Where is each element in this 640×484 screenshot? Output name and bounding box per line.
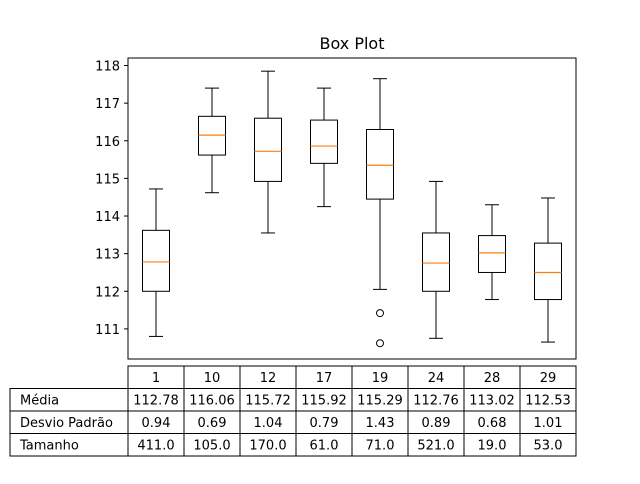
box-24 xyxy=(422,180,450,339)
y-tick-label: 112 xyxy=(95,285,120,300)
table-cell: 113.02 xyxy=(469,394,515,409)
table-col-header: 24 xyxy=(428,371,445,386)
y-tick-label: 117 xyxy=(95,97,120,112)
table-cell: 0.69 xyxy=(198,416,227,431)
y-tick-label: 118 xyxy=(95,60,120,75)
table-cell: 0.89 xyxy=(422,416,451,431)
table-cell: 19.0 xyxy=(478,439,507,454)
table-col-header: 17 xyxy=(316,371,333,386)
table-cell: 0.79 xyxy=(310,416,339,431)
table-cell: 1.04 xyxy=(254,416,283,431)
table-cell: 116.06 xyxy=(189,394,235,409)
table-cell: 115.92 xyxy=(301,394,347,409)
table-cell: 53.0 xyxy=(534,439,563,454)
table-cell: 170.0 xyxy=(249,439,286,454)
table-row xyxy=(127,433,577,457)
outlier-point xyxy=(376,309,384,318)
table-col-header: 1 xyxy=(152,371,160,386)
plot-layer: 111 112 113 114 115 116 117 118 xyxy=(95,57,577,360)
table-row-label: Tamanho xyxy=(19,439,79,454)
table-cell: 61.0 xyxy=(310,439,339,454)
axes-frame xyxy=(127,57,577,360)
y-tick-label: 116 xyxy=(95,135,120,150)
box-19 xyxy=(366,78,394,348)
table-cell: 112.76 xyxy=(413,394,459,409)
table-cell: 115.72 xyxy=(245,394,291,409)
box-iqr xyxy=(310,119,338,164)
table-row-label: Média xyxy=(20,394,59,409)
box-17 xyxy=(310,87,338,208)
box-iqr xyxy=(422,232,450,292)
y-tick-label: 113 xyxy=(95,248,120,263)
box-29 xyxy=(534,197,562,343)
table-row-label: Desvio Padrão xyxy=(20,416,113,431)
y-tick-label: 111 xyxy=(95,323,120,338)
table-col-header: 28 xyxy=(484,371,501,386)
box-iqr xyxy=(254,117,282,182)
box-iqr xyxy=(142,229,170,292)
outlier-point xyxy=(376,339,384,348)
box-10 xyxy=(198,87,226,194)
table-cell: 1.01 xyxy=(534,416,563,431)
box-12 xyxy=(254,70,282,234)
box-iqr xyxy=(366,128,394,200)
table-cell: 521.0 xyxy=(417,439,454,454)
table-cell: 0.68 xyxy=(478,416,507,431)
chart-title: Box Plot xyxy=(320,34,385,53)
table-col-header: 19 xyxy=(372,371,389,386)
table-cell: 112.78 xyxy=(133,394,179,409)
box-iqr xyxy=(478,235,506,273)
table-cell: 1.43 xyxy=(366,416,395,431)
table-cell: 112.53 xyxy=(525,394,571,409)
table-col-header: 10 xyxy=(204,371,221,386)
box-iqr xyxy=(534,242,562,301)
box-1 xyxy=(142,188,170,337)
table-cell: 0.94 xyxy=(142,416,171,431)
table-cell: 115.29 xyxy=(357,394,403,409)
y-tick-label: 115 xyxy=(95,172,120,187)
y-tick-label: 114 xyxy=(95,210,120,225)
table-col-header: 29 xyxy=(540,371,557,386)
table-cell: 71.0 xyxy=(366,439,395,454)
table-cell: 411.0 xyxy=(137,439,174,454)
data-table: 1 10 12 17 19 24 28 29 Média 112.78 116.06 115.72 11… xyxy=(9,365,577,457)
box-28 xyxy=(478,204,506,301)
table-cell: 105.0 xyxy=(193,439,230,454)
table-col-header: 12 xyxy=(260,371,277,386)
